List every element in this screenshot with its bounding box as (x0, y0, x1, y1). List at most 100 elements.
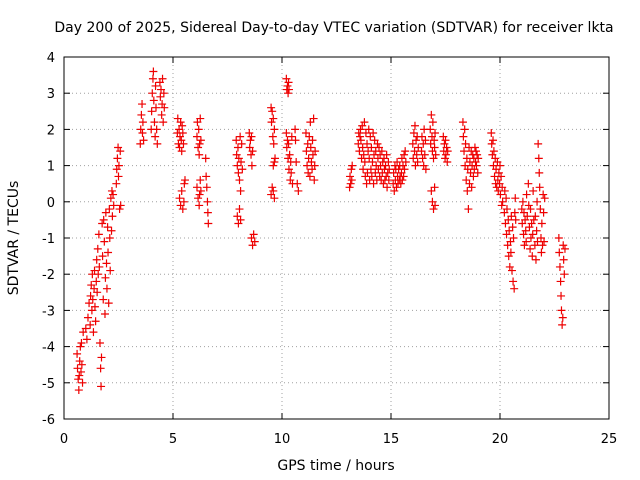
data-point (410, 121, 419, 130)
data-point (358, 143, 367, 152)
data-point (106, 194, 115, 203)
x-tick-label: 15 (383, 432, 400, 447)
data-point (359, 165, 368, 174)
data-point (85, 299, 94, 308)
data-point (148, 89, 157, 98)
data-point (77, 360, 86, 369)
data-point (301, 129, 310, 138)
data-point (419, 139, 428, 148)
data-point (531, 255, 540, 264)
data-point (283, 81, 292, 90)
y-tick-label: 4 (47, 51, 55, 66)
y-axis-label: SDTVAR / TECUs (6, 181, 22, 296)
data-point (306, 143, 315, 152)
data-point (77, 338, 86, 347)
data-point (195, 150, 204, 159)
data-point (511, 194, 520, 203)
data-point (96, 364, 105, 373)
data-point (399, 172, 408, 181)
axis-ticks: -6 -5 -4 -3 -2 -1 0 1 2 3 4 0 5 10 15 20 25 (42, 51, 617, 447)
data-point (95, 262, 104, 271)
data-point (233, 212, 242, 221)
data-point (283, 136, 292, 145)
data-point (529, 215, 538, 224)
data-point (249, 230, 258, 239)
data-point (153, 139, 162, 148)
data-point (178, 129, 187, 138)
data-point (360, 157, 369, 166)
data-point (114, 161, 123, 170)
data-point (282, 143, 291, 152)
x-tick-label: 25 (601, 432, 618, 447)
data-point (396, 179, 405, 188)
data-point (345, 183, 354, 192)
data-point (250, 237, 259, 246)
data-point (268, 107, 277, 116)
data-point (269, 114, 278, 123)
data-point (354, 129, 363, 138)
data-point (194, 125, 203, 134)
data-point (152, 125, 161, 134)
data-point (94, 270, 103, 279)
data-point (291, 136, 300, 145)
data-point (537, 248, 546, 257)
data-point (522, 190, 531, 199)
data-point (294, 186, 303, 195)
data-point (179, 197, 188, 206)
data-point (347, 176, 356, 185)
data-point (105, 205, 114, 214)
data-point (284, 89, 293, 98)
data-point (532, 226, 541, 235)
data-point (269, 161, 278, 170)
data-point (203, 197, 212, 206)
data-point (534, 154, 543, 163)
data-point (441, 150, 450, 159)
data-point (233, 161, 242, 170)
data-point (360, 118, 369, 127)
data-point (196, 136, 205, 145)
data-point (157, 110, 166, 119)
data-point (81, 324, 90, 333)
data-point (268, 132, 277, 141)
data-point (196, 114, 205, 123)
data-point (440, 139, 449, 148)
data-point (75, 371, 84, 380)
data-point (284, 85, 293, 94)
data-point (192, 132, 201, 141)
x-tick-label: 0 (60, 432, 68, 447)
data-point (137, 110, 146, 119)
data-point (430, 136, 439, 145)
x-tick-label: 10 (274, 432, 291, 447)
data-point (195, 139, 204, 148)
data-point (285, 150, 294, 159)
data-point (93, 244, 102, 253)
data-point (441, 154, 450, 163)
data-point (505, 262, 514, 271)
data-point (510, 284, 519, 293)
grid-lines (64, 57, 609, 419)
data-point (138, 100, 147, 109)
data-point (426, 125, 435, 134)
data-point (138, 118, 147, 127)
data-point (527, 219, 536, 228)
data-point (489, 147, 498, 156)
data-point (429, 154, 438, 163)
data-point (536, 205, 545, 214)
data-point (236, 132, 245, 141)
data-point (463, 186, 472, 195)
data-point (441, 136, 450, 145)
data-point (496, 190, 505, 199)
data-point (282, 129, 291, 138)
data-point (528, 252, 537, 261)
data-point (413, 157, 422, 166)
data-point (540, 194, 549, 203)
data-point (201, 154, 210, 163)
data-point (401, 147, 410, 156)
data-point (248, 241, 257, 250)
data-point (116, 147, 125, 156)
data-point (401, 157, 410, 166)
data-point (270, 157, 279, 166)
data-point (525, 223, 534, 232)
data-point (93, 288, 102, 297)
